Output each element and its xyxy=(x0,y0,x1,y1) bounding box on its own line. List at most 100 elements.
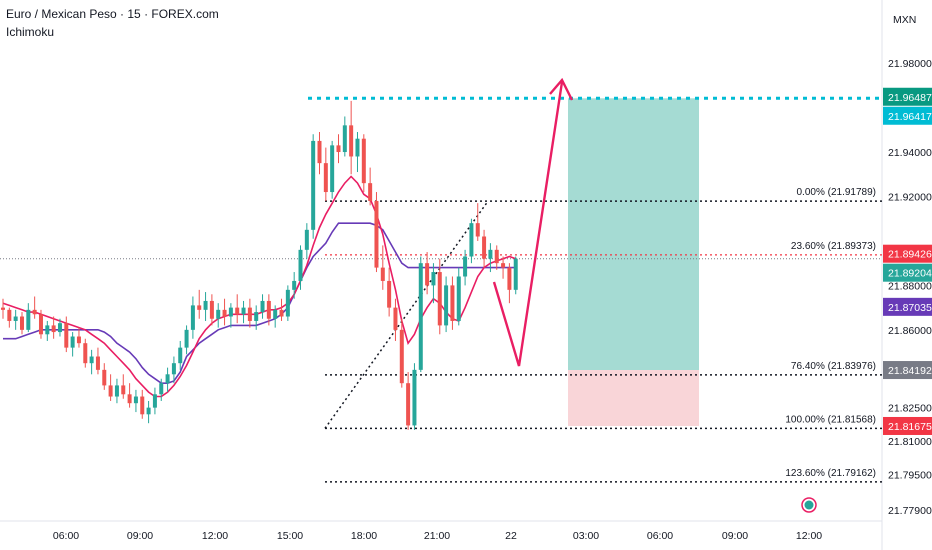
candle-body xyxy=(380,267,385,281)
candle-body xyxy=(235,307,240,315)
candle-body xyxy=(304,229,309,250)
candle-body xyxy=(469,223,474,257)
arrow-head xyxy=(549,77,574,101)
price-label-badge xyxy=(883,297,932,316)
candle-body xyxy=(450,285,455,321)
price-tick-label: 21.79500 xyxy=(888,469,932,481)
price-label-text: 21.89204 xyxy=(888,268,932,280)
candle-body xyxy=(152,394,157,408)
candle-body xyxy=(7,309,12,321)
candle-body xyxy=(431,272,436,286)
candle-body xyxy=(114,385,119,397)
price-tick-label: 21.98000 xyxy=(888,58,932,70)
candle-body xyxy=(51,325,56,333)
candle-body xyxy=(361,138,366,184)
candle-body xyxy=(475,223,480,237)
candle-body xyxy=(247,307,252,321)
candle-body xyxy=(292,280,297,290)
candle-body xyxy=(317,140,322,164)
time-tick-label: 18:00 xyxy=(351,530,377,542)
time-tick-label: 22 xyxy=(505,530,517,542)
projection-arrow[interactable] xyxy=(492,81,564,367)
candle-body xyxy=(19,316,24,330)
price-label-text: 21.81675 xyxy=(888,421,932,433)
candle-body xyxy=(70,336,75,348)
candle-body xyxy=(368,183,373,201)
candle-body xyxy=(26,309,31,330)
candle-body xyxy=(203,300,208,310)
time-tick-label: 03:00 xyxy=(573,530,599,542)
candle-body xyxy=(140,396,145,415)
price-label-text: 21.84192 xyxy=(888,365,932,377)
fib-retracement[interactable]: 0.00% (21.91789) 23.60% (21.89373) 76.40% … xyxy=(325,187,882,483)
candle-body xyxy=(159,383,164,395)
candle-body xyxy=(482,236,487,259)
candle-body xyxy=(32,309,37,315)
profit-zone[interactable] xyxy=(568,98,699,371)
candle-body xyxy=(501,263,506,268)
time-tick-label: 21:00 xyxy=(424,530,450,542)
time-tick-label: 12:00 xyxy=(796,530,822,542)
candle-body xyxy=(463,256,468,277)
candle-body xyxy=(418,263,423,370)
candle-body xyxy=(38,314,43,335)
fib-level-label: 0.00% (21.91789) xyxy=(796,187,876,198)
price-axis[interactable]: 21.98000 21.94000 21.92000 21.88000 21.86000… xyxy=(888,58,932,517)
candle-body xyxy=(108,385,113,397)
price-label-text: 21.96487 xyxy=(888,92,932,104)
time-axis[interactable]: 06:00 09:00 12:00 15:00 18:00 21:00 22 03:00 06:… xyxy=(53,530,822,542)
candle-body xyxy=(437,272,442,326)
candle-body xyxy=(513,258,518,290)
candle-body xyxy=(57,323,62,333)
time-tick-label: 06:00 xyxy=(53,530,79,542)
time-tick-label: 09:00 xyxy=(722,530,748,542)
candle-body xyxy=(171,363,176,375)
price-label-badge xyxy=(883,87,932,106)
candle-body xyxy=(393,307,398,330)
loss-zone[interactable] xyxy=(568,370,699,426)
candle-body xyxy=(279,309,284,317)
candle-body xyxy=(102,369,107,386)
target-icon[interactable] xyxy=(801,497,817,513)
long-position-zones[interactable] xyxy=(568,98,699,426)
fib-level-label: 23.60% (21.89373) xyxy=(791,241,876,252)
candle-body xyxy=(298,249,303,281)
fib-trendline[interactable] xyxy=(324,200,489,429)
candle-body xyxy=(133,396,138,404)
candle-body xyxy=(95,356,100,370)
candle-body xyxy=(387,280,392,308)
candle-body xyxy=(76,336,81,344)
candle-body xyxy=(456,276,461,321)
candle-body xyxy=(209,300,214,319)
candle-body xyxy=(222,309,227,317)
candle-body xyxy=(412,369,417,426)
candle-body xyxy=(342,125,347,153)
price-tick-label: 21.88000 xyxy=(888,280,932,292)
price-tick-label: 21.86000 xyxy=(888,325,932,337)
candle-body xyxy=(190,305,195,330)
price-tick-label: 21.77900 xyxy=(888,505,932,517)
candle-body xyxy=(165,374,170,384)
price-axis-labels: 21.96487 21.96417 21.89426 21.89204 21.87035… xyxy=(883,87,932,435)
fib-level-label: 100.00% (21.81568) xyxy=(785,414,876,425)
candle-body xyxy=(444,285,449,326)
candle-body xyxy=(330,145,335,193)
candle-body xyxy=(64,323,69,348)
candlesticks xyxy=(1,100,518,430)
candle-body xyxy=(197,305,202,310)
candle-body xyxy=(488,249,493,259)
candle-body xyxy=(266,300,271,319)
price-label-text: 21.89426 xyxy=(888,249,932,261)
indicator-label[interactable]: Ichimoku xyxy=(6,25,55,39)
price-label-badge xyxy=(883,263,932,282)
candle-body xyxy=(1,307,5,310)
candle-body xyxy=(83,343,88,364)
price-label-badge xyxy=(883,244,932,263)
candle-body xyxy=(355,138,360,157)
chart-title: Euro / Mexican Peso · 15 · FOREX.com xyxy=(6,7,219,21)
candle-body xyxy=(228,307,233,317)
candle-body xyxy=(45,325,50,335)
candle-body xyxy=(178,347,183,364)
candle-body xyxy=(13,316,18,321)
